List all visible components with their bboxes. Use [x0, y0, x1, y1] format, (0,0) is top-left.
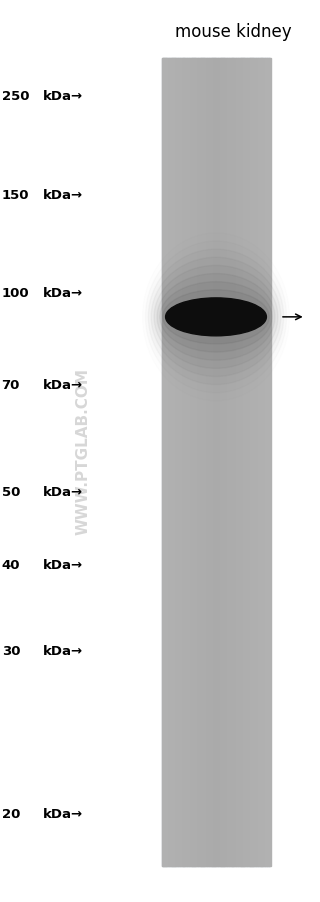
Bar [165, 59, 167, 866]
Bar [164, 59, 165, 866]
Bar [265, 59, 267, 866]
Bar [176, 59, 178, 866]
Bar [181, 59, 184, 866]
Bar [225, 59, 227, 866]
Bar [194, 59, 196, 866]
Bar [251, 59, 252, 866]
Bar [183, 59, 186, 866]
Bar [227, 59, 229, 866]
Bar [238, 59, 240, 866]
Bar [218, 59, 220, 866]
Bar [258, 59, 260, 866]
Bar [198, 59, 200, 866]
Bar [252, 59, 254, 866]
Bar [185, 59, 187, 866]
Text: mouse kidney: mouse kidney [175, 23, 292, 41]
Bar [245, 59, 247, 866]
Bar [232, 59, 235, 866]
Bar [211, 59, 213, 866]
Text: kDa→: kDa→ [43, 90, 83, 103]
Text: kDa→: kDa→ [43, 807, 83, 820]
Text: kDa→: kDa→ [43, 287, 83, 299]
Bar [220, 59, 222, 866]
Bar [178, 59, 180, 866]
Bar [234, 59, 236, 866]
Bar [191, 59, 193, 866]
Text: 40: 40 [2, 558, 20, 571]
Text: 70: 70 [2, 379, 20, 391]
Bar [249, 59, 251, 866]
Bar [205, 59, 207, 866]
Bar [203, 59, 205, 866]
Text: WWW.PTGLAB.COM: WWW.PTGLAB.COM [76, 368, 91, 534]
Bar [221, 59, 224, 866]
Text: kDa→: kDa→ [43, 485, 83, 498]
Text: 20: 20 [2, 807, 20, 820]
Text: 100: 100 [2, 287, 29, 299]
Ellipse shape [157, 274, 275, 361]
Bar [174, 59, 176, 866]
Bar [187, 59, 189, 866]
Ellipse shape [166, 299, 266, 336]
Bar [162, 59, 270, 866]
Bar [254, 59, 256, 866]
Text: 150: 150 [2, 189, 29, 202]
Bar [243, 59, 245, 866]
Bar [200, 59, 202, 866]
Bar [207, 59, 209, 866]
Bar [268, 59, 271, 866]
Bar [162, 59, 164, 866]
Bar [216, 59, 218, 866]
Bar [192, 59, 195, 866]
Bar [167, 59, 169, 866]
Text: kDa→: kDa→ [43, 379, 83, 391]
Bar [189, 59, 191, 866]
Bar [230, 59, 233, 866]
Bar [202, 59, 204, 866]
Bar [169, 59, 171, 866]
Bar [247, 59, 249, 866]
Text: kDa→: kDa→ [43, 645, 83, 658]
Bar [261, 59, 263, 866]
Text: 50: 50 [2, 485, 20, 498]
Bar [214, 59, 216, 866]
Bar [240, 59, 242, 866]
Bar [212, 59, 214, 866]
Ellipse shape [160, 282, 272, 353]
Bar [209, 59, 211, 866]
Bar [236, 59, 238, 866]
Bar [260, 59, 262, 866]
Bar [223, 59, 225, 866]
Bar [196, 59, 198, 866]
Text: kDa→: kDa→ [43, 558, 83, 571]
Bar [229, 59, 231, 866]
Bar [180, 59, 182, 866]
Ellipse shape [163, 290, 269, 345]
Bar [263, 59, 265, 866]
Bar [267, 59, 269, 866]
Text: 250: 250 [2, 90, 29, 103]
Bar [241, 59, 244, 866]
Bar [171, 59, 173, 866]
Text: kDa→: kDa→ [43, 189, 83, 202]
Bar [256, 59, 258, 866]
Bar [172, 59, 175, 866]
Text: 30: 30 [2, 645, 20, 658]
